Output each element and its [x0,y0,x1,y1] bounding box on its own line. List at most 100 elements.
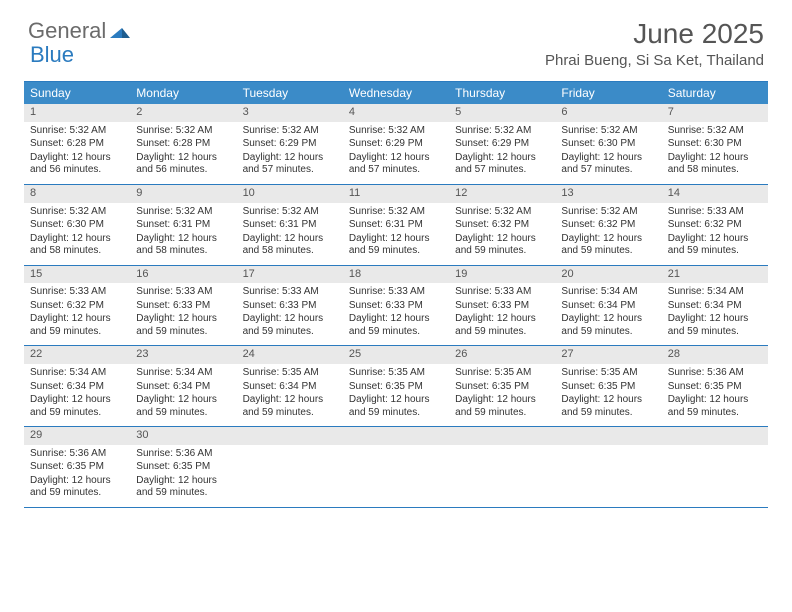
sunrise-text: Sunrise: 5:32 AM [136,206,230,219]
calendar-cell: 18Sunrise: 5:33 AMSunset: 6:33 PMDayligh… [343,266,449,346]
daylight-text: Daylight: 12 hours and 59 minutes. [243,394,337,419]
calendar-cell [343,427,449,507]
calendar-cell: 9Sunrise: 5:32 AMSunset: 6:31 PMDaylight… [130,185,236,265]
daylight-text: Daylight: 12 hours and 59 minutes. [668,313,762,338]
day-number: 20 [555,266,661,284]
day-number: 1 [24,104,130,122]
day-number: 23 [130,346,236,364]
sunrise-text: Sunrise: 5:32 AM [349,206,443,219]
sunset-text: Sunset: 6:35 PM [136,461,230,474]
cell-body: Sunrise: 5:32 AMSunset: 6:30 PMDaylight:… [662,122,768,184]
logo-text-blue: Blue [30,42,74,68]
day-number: 17 [237,266,343,284]
day-number: 3 [237,104,343,122]
sunset-text: Sunset: 6:31 PM [349,219,443,232]
sunset-text: Sunset: 6:29 PM [349,138,443,151]
day-number: 2 [130,104,236,122]
calendar-cell: 13Sunrise: 5:32 AMSunset: 6:32 PMDayligh… [555,185,661,265]
calendar-cell: 23Sunrise: 5:34 AMSunset: 6:34 PMDayligh… [130,346,236,426]
day-number [662,427,768,445]
daylight-text: Daylight: 12 hours and 59 minutes. [349,313,443,338]
daylight-text: Daylight: 12 hours and 59 minutes. [561,313,655,338]
calendar-cell: 19Sunrise: 5:33 AMSunset: 6:33 PMDayligh… [449,266,555,346]
sunset-text: Sunset: 6:28 PM [30,138,124,151]
sunrise-text: Sunrise: 5:34 AM [136,367,230,380]
day-number: 28 [662,346,768,364]
calendar-cell: 15Sunrise: 5:33 AMSunset: 6:32 PMDayligh… [24,266,130,346]
cell-body: Sunrise: 5:34 AMSunset: 6:34 PMDaylight:… [24,364,130,426]
calendar-cell: 11Sunrise: 5:32 AMSunset: 6:31 PMDayligh… [343,185,449,265]
day-number: 21 [662,266,768,284]
sunset-text: Sunset: 6:34 PM [30,381,124,394]
sunset-text: Sunset: 6:29 PM [455,138,549,151]
day-header-row: SundayMondayTuesdayWednesdayThursdayFrid… [24,82,768,104]
calendar-cell: 16Sunrise: 5:33 AMSunset: 6:33 PMDayligh… [130,266,236,346]
day-number: 10 [237,185,343,203]
title-block: June 2025 Phrai Bueng, Si Sa Ket, Thaila… [545,18,764,69]
calendar-cell: 29Sunrise: 5:36 AMSunset: 6:35 PMDayligh… [24,427,130,507]
daylight-text: Daylight: 12 hours and 59 minutes. [136,475,230,500]
daylight-text: Daylight: 12 hours and 59 minutes. [561,233,655,258]
sunset-text: Sunset: 6:33 PM [455,300,549,313]
calendar-cell: 10Sunrise: 5:32 AMSunset: 6:31 PMDayligh… [237,185,343,265]
sunrise-text: Sunrise: 5:33 AM [30,286,124,299]
calendar-cell: 30Sunrise: 5:36 AMSunset: 6:35 PMDayligh… [130,427,236,507]
week-row: 8Sunrise: 5:32 AMSunset: 6:30 PMDaylight… [24,185,768,266]
sunrise-text: Sunrise: 5:35 AM [455,367,549,380]
calendar-cell: 21Sunrise: 5:34 AMSunset: 6:34 PMDayligh… [662,266,768,346]
sunset-text: Sunset: 6:32 PM [668,219,762,232]
week-row: 15Sunrise: 5:33 AMSunset: 6:32 PMDayligh… [24,266,768,347]
day-number: 25 [343,346,449,364]
logo-mark-icon [110,18,130,44]
cell-body: Sunrise: 5:34 AMSunset: 6:34 PMDaylight:… [662,283,768,345]
sunrise-text: Sunrise: 5:35 AM [349,367,443,380]
calendar-cell [237,427,343,507]
sunset-text: Sunset: 6:33 PM [243,300,337,313]
cell-body: Sunrise: 5:32 AMSunset: 6:30 PMDaylight:… [555,122,661,184]
day-header-cell: Wednesday [343,82,449,104]
cell-body: Sunrise: 5:32 AMSunset: 6:30 PMDaylight:… [24,203,130,265]
cell-body: Sunrise: 5:33 AMSunset: 6:32 PMDaylight:… [662,203,768,265]
daylight-text: Daylight: 12 hours and 57 minutes. [561,152,655,177]
sunrise-text: Sunrise: 5:32 AM [30,125,124,138]
day-number: 16 [130,266,236,284]
sunrise-text: Sunrise: 5:34 AM [668,286,762,299]
sunset-text: Sunset: 6:31 PM [136,219,230,232]
calendar-cell: 6Sunrise: 5:32 AMSunset: 6:30 PMDaylight… [555,104,661,184]
calendar-cell: 1Sunrise: 5:32 AMSunset: 6:28 PMDaylight… [24,104,130,184]
calendar-cell: 12Sunrise: 5:32 AMSunset: 6:32 PMDayligh… [449,185,555,265]
sunset-text: Sunset: 6:32 PM [30,300,124,313]
daylight-text: Daylight: 12 hours and 58 minutes. [243,233,337,258]
sunrise-text: Sunrise: 5:32 AM [136,125,230,138]
cell-body: Sunrise: 5:32 AMSunset: 6:29 PMDaylight:… [237,122,343,184]
sunset-text: Sunset: 6:33 PM [349,300,443,313]
cell-body: Sunrise: 5:36 AMSunset: 6:35 PMDaylight:… [662,364,768,426]
calendar-cell: 3Sunrise: 5:32 AMSunset: 6:29 PMDaylight… [237,104,343,184]
daylight-text: Daylight: 12 hours and 59 minutes. [349,233,443,258]
sunrise-text: Sunrise: 5:32 AM [455,206,549,219]
day-number: 19 [449,266,555,284]
day-number: 26 [449,346,555,364]
daylight-text: Daylight: 12 hours and 59 minutes. [561,394,655,419]
calendar-cell [662,427,768,507]
sunset-text: Sunset: 6:34 PM [668,300,762,313]
calendar-cell: 14Sunrise: 5:33 AMSunset: 6:32 PMDayligh… [662,185,768,265]
day-header-cell: Thursday [449,82,555,104]
sunset-text: Sunset: 6:30 PM [30,219,124,232]
daylight-text: Daylight: 12 hours and 56 minutes. [136,152,230,177]
sunrise-text: Sunrise: 5:32 AM [668,125,762,138]
location-text: Phrai Bueng, Si Sa Ket, Thailand [545,52,764,69]
sunset-text: Sunset: 6:30 PM [668,138,762,151]
day-number: 11 [343,185,449,203]
week-row: 29Sunrise: 5:36 AMSunset: 6:35 PMDayligh… [24,427,768,508]
day-number: 15 [24,266,130,284]
cell-body: Sunrise: 5:32 AMSunset: 6:31 PMDaylight:… [343,203,449,265]
day-header-cell: Friday [555,82,661,104]
sunrise-text: Sunrise: 5:32 AM [30,206,124,219]
calendar-cell: 20Sunrise: 5:34 AMSunset: 6:34 PMDayligh… [555,266,661,346]
calendar-cell: 25Sunrise: 5:35 AMSunset: 6:35 PMDayligh… [343,346,449,426]
sunrise-text: Sunrise: 5:35 AM [561,367,655,380]
sunrise-text: Sunrise: 5:33 AM [349,286,443,299]
weeks-container: 1Sunrise: 5:32 AMSunset: 6:28 PMDaylight… [24,104,768,508]
day-number: 22 [24,346,130,364]
